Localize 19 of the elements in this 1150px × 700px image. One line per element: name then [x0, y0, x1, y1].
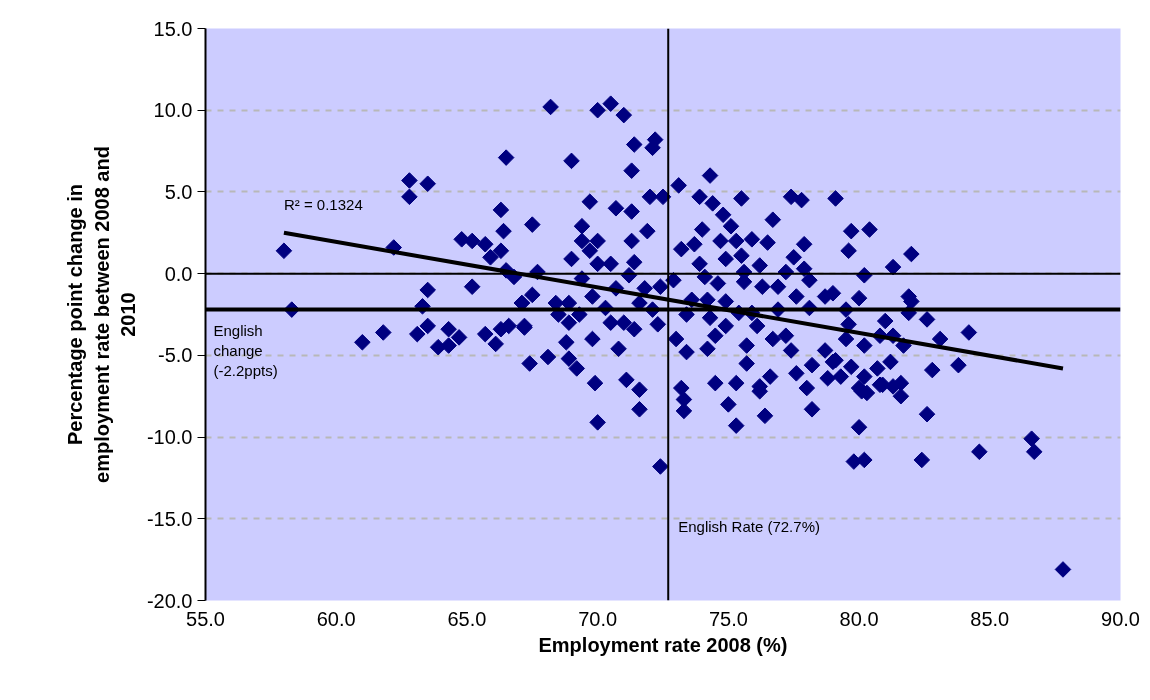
- x-axis-title: Employment rate 2008 (%): [538, 633, 788, 656]
- x-tick-label: 65.0: [447, 607, 487, 630]
- x-tick-label: 70.0: [578, 607, 618, 630]
- y-axis-title: Percentage point change in employment rate between 2008 and 2010: [64, 146, 139, 483]
- ref-line-label: English Rate (72.7%): [678, 517, 820, 535]
- y-tick-label: -15.0: [146, 507, 193, 530]
- x-tick-label: 85.0: [970, 607, 1010, 630]
- y-tick-label: -10.0: [146, 426, 193, 449]
- x-tick-label: 75.0: [708, 607, 748, 630]
- y-tick-label: 5.0: [164, 180, 193, 203]
- y-tick-label: 15.0: [153, 17, 193, 40]
- y-tick-label: -5.0: [158, 344, 193, 367]
- x-tick-label: 80.0: [839, 607, 879, 630]
- ref-line-label: English change (-2.2ppts): [213, 321, 278, 380]
- y-tick-label: 0.0: [164, 262, 193, 285]
- x-tick-label: 90.0: [1101, 607, 1140, 630]
- y-tick-label: 10.0: [153, 99, 193, 122]
- annotation: R² = 0.1324: [283, 195, 363, 213]
- x-tick-label: 60.0: [316, 607, 356, 630]
